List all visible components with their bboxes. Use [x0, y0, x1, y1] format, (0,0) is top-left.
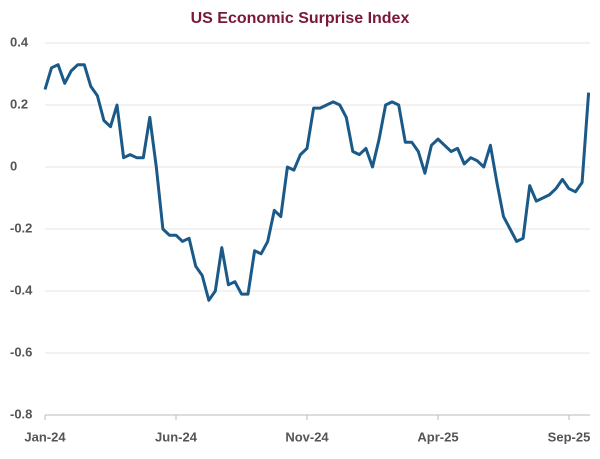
x-tick-label: Jun-24	[155, 429, 198, 444]
y-tick-label: -0.2	[10, 220, 32, 235]
y-tick-label: 0.4	[10, 34, 29, 49]
data-line	[43, 63, 591, 302]
y-tick-label: -0.4	[10, 282, 33, 297]
x-tick-label: Apr-25	[417, 429, 458, 444]
y-tick-label: -0.6	[10, 344, 32, 359]
y-tick-label: -0.8	[10, 406, 32, 421]
x-tick-label: Sep-25	[548, 429, 591, 444]
chart-title: US Economic Surprise Index	[191, 10, 410, 27]
y-tick-label: 0.2	[10, 96, 28, 111]
x-tick-label: Nov-24	[285, 429, 329, 444]
x-tick-label: Jan-24	[24, 429, 66, 444]
y-tick-label: 0	[10, 158, 17, 173]
